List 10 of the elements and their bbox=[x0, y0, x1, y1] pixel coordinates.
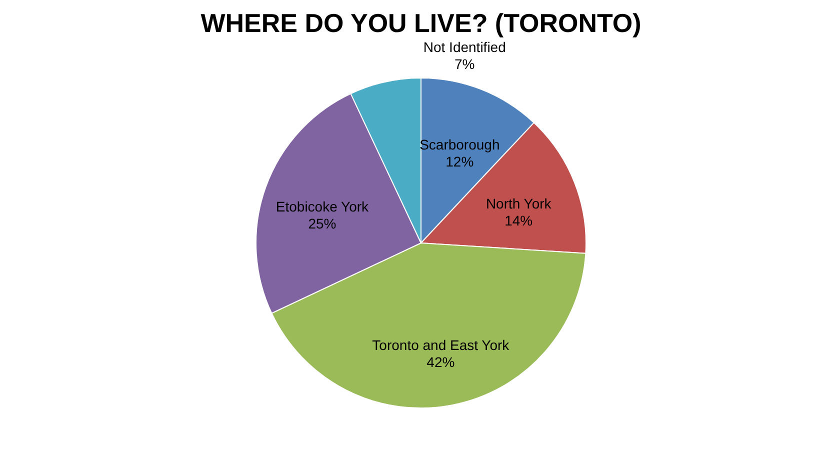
slice-label: North York bbox=[486, 195, 552, 212]
data-label: 42% bbox=[426, 354, 455, 370]
slice-label: Toronto and East York bbox=[372, 337, 510, 354]
chart-title: WHERE DO YOU LIVE? (TORONTO) bbox=[200, 8, 642, 38]
data-label: 25% bbox=[308, 215, 336, 232]
data-label: 7% bbox=[454, 56, 475, 72]
slice-label: Etobicoke York bbox=[276, 198, 370, 214]
slice-label: Not Identified bbox=[423, 38, 506, 55]
data-label: 12% bbox=[446, 153, 474, 170]
data-label: 14% bbox=[504, 212, 533, 228]
